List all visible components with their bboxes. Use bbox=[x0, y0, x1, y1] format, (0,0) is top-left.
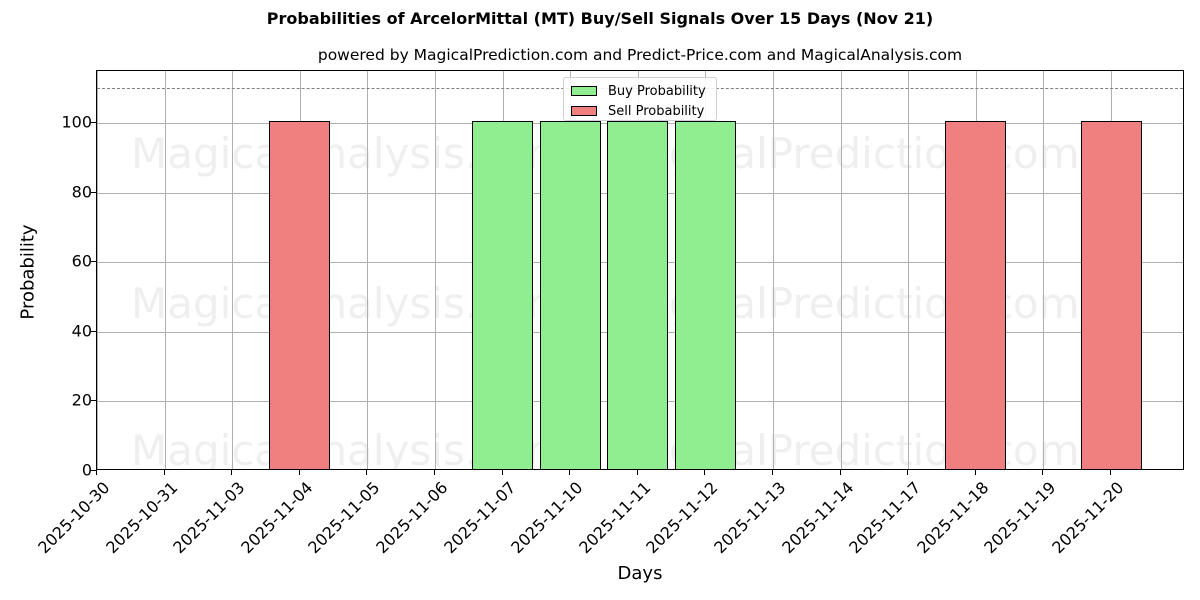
legend: Buy Probability Sell Probability bbox=[563, 77, 717, 121]
x-tick-label: 2025-10-31 bbox=[101, 478, 182, 558]
x-tick-mark bbox=[839, 470, 841, 475]
sell-bar bbox=[1080, 121, 1142, 469]
grid-line-vertical bbox=[908, 71, 910, 469]
grid-line-vertical bbox=[840, 71, 842, 469]
buy-bar bbox=[674, 121, 736, 469]
chart-title: Probabilities of ArcelorMittal (MT) Buy/… bbox=[266, 9, 934, 28]
grid-line-vertical bbox=[367, 71, 369, 469]
grid-line-vertical bbox=[435, 71, 436, 469]
buy-bar bbox=[607, 121, 669, 469]
x-tick-label: 2025-11-19 bbox=[980, 478, 1060, 558]
x-axis-label: Days bbox=[617, 563, 663, 584]
sell-bar bbox=[269, 121, 331, 469]
x-tick-label: 2025-11-06 bbox=[372, 478, 452, 558]
x-tick-label: 2025-11-13 bbox=[710, 478, 790, 558]
y-tick-mark bbox=[91, 261, 96, 263]
y-tick-label: 80 bbox=[71, 182, 92, 202]
x-tick-label: 2025-11-18 bbox=[913, 478, 993, 558]
x-tick-label: 2025-11-17 bbox=[845, 478, 925, 558]
x-tick-label: 2025-11-10 bbox=[507, 478, 587, 558]
legend-buy-label: Buy Probability bbox=[608, 83, 706, 99]
x-tick-mark bbox=[907, 470, 909, 475]
x-tick-mark bbox=[1042, 470, 1044, 475]
y-tick-mark bbox=[91, 470, 96, 471]
grid-line-vertical bbox=[232, 71, 234, 469]
x-tick-mark bbox=[231, 470, 233, 475]
y-tick-label: 100 bbox=[61, 112, 92, 132]
sell-bar bbox=[945, 121, 1007, 469]
y-tick-mark bbox=[91, 400, 96, 402]
x-tick-mark bbox=[704, 470, 706, 475]
y-tick-mark bbox=[91, 191, 96, 193]
y-tick-mark bbox=[91, 330, 96, 332]
grid-line-vertical bbox=[97, 71, 98, 469]
legend-item-buy: Buy Probability bbox=[571, 83, 706, 99]
x-tick-mark bbox=[298, 470, 300, 475]
grid-line-vertical bbox=[164, 71, 166, 469]
plot-area: MagicalAnalysis.com MagicalPrediction.com… bbox=[96, 70, 1184, 470]
x-tick-label: 2025-11-07 bbox=[439, 478, 520, 558]
x-tick-mark bbox=[163, 470, 165, 475]
y-axis-label: Probability bbox=[17, 224, 39, 320]
sell-swatch-icon bbox=[571, 106, 597, 116]
buy-bar bbox=[472, 121, 534, 469]
x-tick-label: 2025-11-11 bbox=[575, 478, 655, 558]
buy-bar bbox=[539, 121, 601, 469]
x-tick-mark bbox=[1110, 470, 1111, 475]
x-tick-mark bbox=[501, 470, 503, 475]
x-tick-label: 2025-11-14 bbox=[777, 478, 858, 558]
y-tick-label: 60 bbox=[71, 251, 92, 271]
x-tick-mark bbox=[569, 470, 571, 475]
x-tick-mark bbox=[974, 470, 976, 475]
grid-line-vertical bbox=[773, 71, 774, 469]
x-tick-label: 2025-11-12 bbox=[642, 478, 722, 558]
x-tick-mark bbox=[772, 470, 773, 475]
x-tick-mark bbox=[366, 470, 368, 475]
chart-subtitle: powered by MagicalPrediction.com and Pre… bbox=[317, 46, 963, 64]
legend-sell-label: Sell Probability bbox=[608, 103, 705, 119]
x-tick-label: 2025-10-30 bbox=[34, 478, 114, 558]
x-tick-mark bbox=[434, 470, 435, 475]
x-tick-label: 2025-11-03 bbox=[169, 478, 249, 558]
y-tick-label: 20 bbox=[71, 390, 92, 410]
y-tick-mark bbox=[91, 122, 96, 124]
x-tick-mark bbox=[96, 470, 97, 475]
x-tick-label: 2025-11-04 bbox=[237, 478, 317, 558]
x-tick-label: 2025-11-20 bbox=[1048, 478, 1128, 558]
y-tick-label: 0 bbox=[81, 460, 92, 480]
x-tick-label: 2025-11-05 bbox=[304, 478, 384, 558]
y-tick-label: 40 bbox=[71, 321, 92, 341]
grid-line-vertical bbox=[1043, 71, 1045, 469]
x-tick-mark bbox=[636, 470, 638, 475]
buy-swatch-icon bbox=[571, 86, 597, 96]
legend-item-sell: Sell Probability bbox=[571, 103, 704, 119]
